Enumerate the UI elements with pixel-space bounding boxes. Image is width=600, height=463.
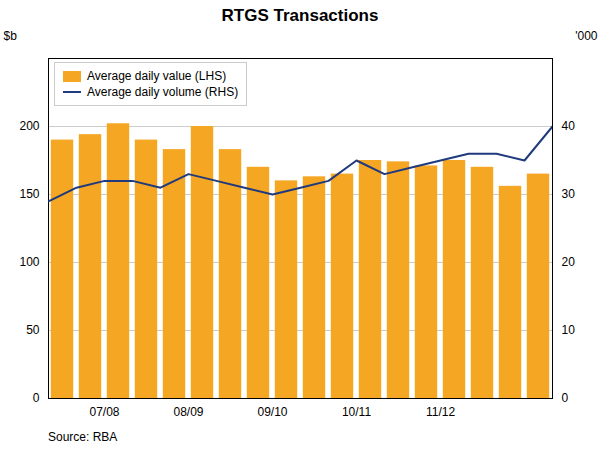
svg-text:200: 200: [19, 119, 39, 133]
svg-text:10/11: 10/11: [342, 405, 371, 419]
html-text:Source: RBA: Source: RBA: [48, 430, 118, 444]
svg-text:08/09: 08/09: [173, 405, 203, 419]
svg-text:0: 0: [562, 391, 569, 405]
html-text:RTGS Transactions: RTGS Transactions: [221, 6, 379, 25]
svg-text:11/12: 11/12: [426, 405, 455, 419]
svg-text:50: 50: [26, 323, 40, 337]
svg-text:09/10: 09/10: [257, 405, 287, 419]
svg-text:20: 20: [562, 255, 576, 269]
svg-text:30: 30: [562, 187, 576, 201]
svg-text:10: 10: [562, 323, 576, 337]
svg-text:07/08: 07/08: [89, 405, 119, 419]
svg-text:40: 40: [562, 119, 576, 133]
svg-text:100: 100: [19, 255, 39, 269]
html-text:Average daily volume (RHS): Average daily volume (RHS): [87, 85, 239, 99]
svg-text:$b: $b: [4, 29, 18, 43]
svg-text:150: 150: [19, 187, 39, 201]
svg-text:0: 0: [33, 391, 40, 405]
svg-text:'000: '000: [575, 29, 598, 43]
html-text:Average daily value (LHS): Average daily value (LHS): [87, 69, 227, 83]
